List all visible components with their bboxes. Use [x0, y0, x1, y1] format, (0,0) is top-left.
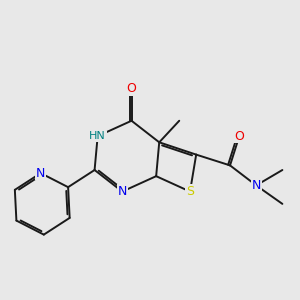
Text: O: O: [127, 82, 136, 95]
Text: S: S: [186, 185, 194, 198]
Text: N: N: [36, 167, 45, 180]
Text: N: N: [118, 185, 127, 198]
Text: HN: HN: [89, 131, 106, 141]
Text: O: O: [234, 130, 244, 142]
Text: N: N: [251, 179, 261, 192]
